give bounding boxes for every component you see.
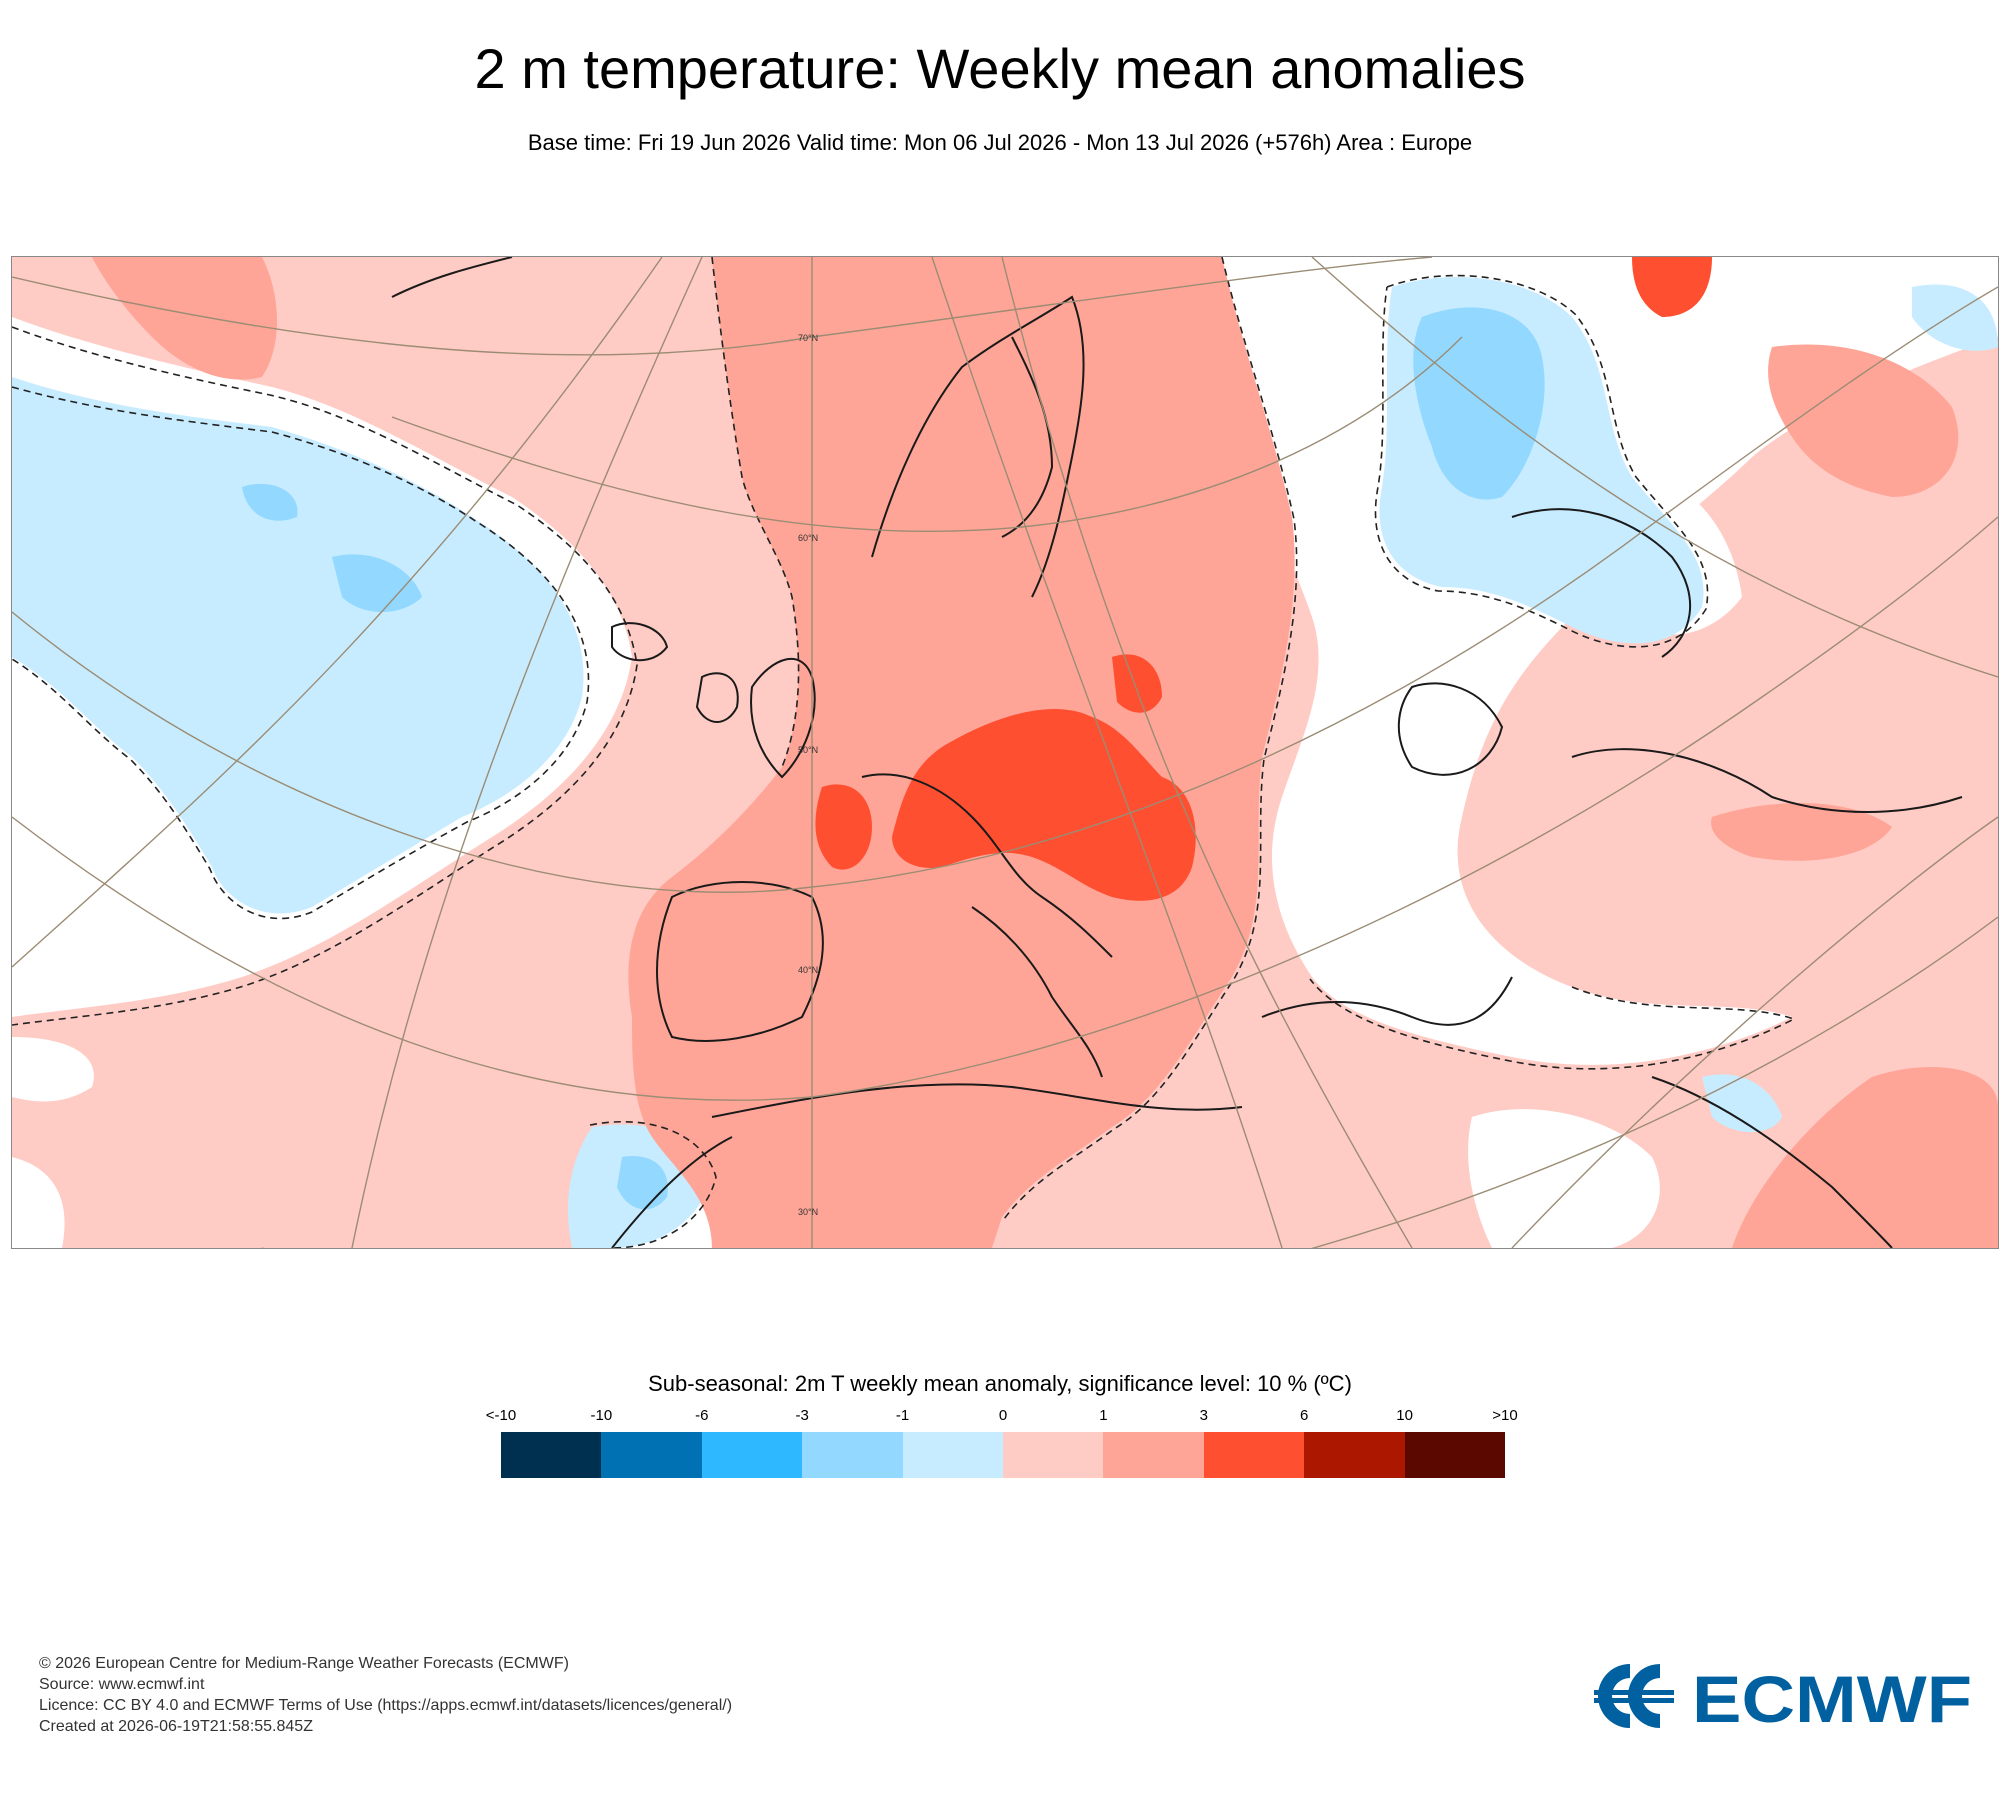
legend-title: Sub-seasonal: 2m T weekly mean anomaly, …	[648, 1371, 1352, 1396]
footer-source: Source: www.ecmwf.int	[39, 1676, 205, 1693]
hot-core-areas	[815, 257, 1712, 901]
chart-title: 2 m temperature: Weekly mean anomalies	[474, 37, 1526, 100]
legend-swatch-1	[601, 1432, 702, 1478]
legend-tick-8: 6	[1300, 1407, 1309, 1424]
graticule	[12, 257, 1998, 1248]
ecmwf-logo: ECMWF	[1594, 1662, 1972, 1732]
ecmwf-logo-text: ECMWF	[1692, 1662, 1972, 1732]
legend-tick-1: -10	[590, 1407, 613, 1424]
significance-contours	[12, 257, 1797, 1248]
footer-created: Created at 2026-06-19T21:58:55.845Z	[39, 1718, 313, 1735]
legend-swatch-0	[501, 1432, 602, 1478]
lat-label-60: 60°N	[798, 533, 818, 543]
legend-swatch-4	[902, 1432, 1004, 1478]
legend-swatch-5	[1003, 1432, 1104, 1478]
legend-swatch-6	[1103, 1432, 1204, 1478]
lat-label-70: 70°N	[798, 333, 818, 343]
chart-subtitle: Base time: Fri 19 Jun 2026 Valid time: M…	[527, 130, 1473, 155]
footer-copyright: © 2026 European Centre for Medium-Range …	[39, 1655, 569, 1672]
legend-tick-9: 10	[1396, 1407, 1413, 1424]
legend-swatch-9	[1404, 1432, 1506, 1478]
legend-color-bar	[501, 1432, 1506, 1478]
coastlines	[391, 257, 1963, 1248]
ecmwf-logo-mark	[1594, 1664, 1674, 1728]
legend-tick-3: -3	[795, 1407, 809, 1424]
anomaly-map: 70°N 60°N 50°N 40°N 30°N	[11, 256, 1999, 1249]
legend-tick-4: -1	[895, 1407, 910, 1424]
legend-tick-7: 3	[1199, 1407, 1208, 1424]
lat-label-30: 30°N	[798, 1207, 818, 1217]
legend-tick-6: 1	[1099, 1407, 1108, 1424]
map-svg: 70°N 60°N 50°N 40°N 30°N	[12, 257, 1998, 1248]
legend-swatch-7	[1203, 1432, 1305, 1478]
legend-swatch-3	[802, 1432, 903, 1478]
legend-swatch-2	[701, 1432, 803, 1478]
legend-tick-10: >10	[1492, 1407, 1518, 1424]
legend-tick-2: -6	[695, 1407, 709, 1424]
cool-core-areas	[242, 307, 1545, 1210]
legend-tick-0: <-10	[485, 1407, 517, 1424]
lat-label-50: 50°N	[798, 745, 818, 755]
lat-label-40: 40°N	[798, 965, 818, 975]
legend-swatch-8	[1304, 1432, 1405, 1478]
footer-licence: Licence: CC BY 4.0 and ECMWF Terms of Us…	[39, 1697, 733, 1714]
legend-tick-5: 0	[998, 1407, 1008, 1424]
footer: © 2026 European Centre for Medium-Range …	[39, 1653, 732, 1737]
latitude-labels: 70°N 60°N 50°N 40°N 30°N	[798, 333, 818, 1217]
